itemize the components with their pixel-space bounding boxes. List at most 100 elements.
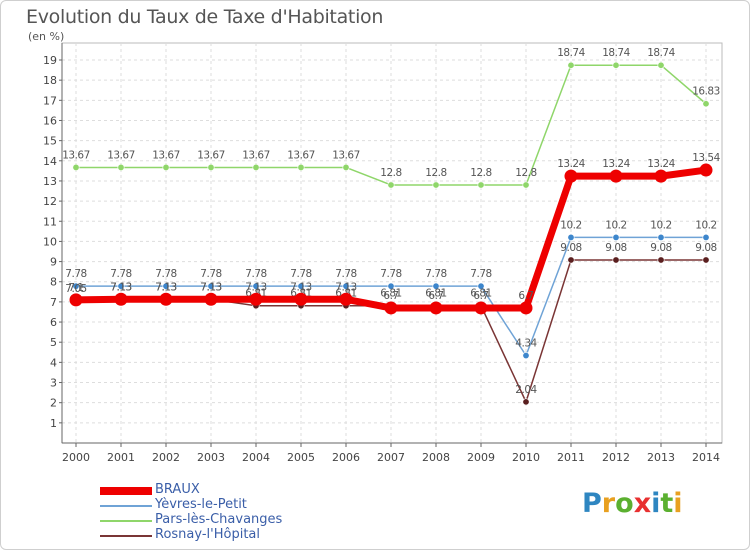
data-point	[387, 282, 395, 290]
data-label: 12.8	[380, 167, 401, 179]
data-label: 12.8	[425, 167, 446, 179]
data-label: 9.08	[605, 242, 626, 254]
data-label: 6.81	[425, 288, 446, 300]
series-yevres-le-petit: 7.78 7.78 7.78 7.78 7.78 7.78 7.78 7.78 7.78 7.78…	[65, 219, 717, 360]
logo-letter: o	[615, 488, 634, 519]
data-point	[162, 282, 170, 290]
y-tick-label: 4	[50, 356, 57, 369]
data-label: 10.2	[605, 219, 626, 231]
y-tick-label: 13	[43, 175, 57, 188]
legend-swatch	[100, 520, 152, 522]
legend-label: Yèvres-le-Petit	[155, 497, 247, 512]
data-label: 7.05	[65, 283, 86, 295]
y-tick-label: 15	[43, 135, 57, 148]
data-point	[474, 301, 488, 315]
data-point	[699, 163, 713, 177]
chart-title: Evolution du Taux de Taxe d'Habitation	[26, 6, 384, 28]
data-point	[654, 169, 668, 183]
data-point	[342, 163, 350, 171]
data-point	[657, 256, 665, 264]
x-tick-label: 2001	[107, 451, 135, 464]
y-tick-label: 16	[43, 114, 57, 127]
y-tick-label: 19	[43, 54, 57, 67]
data-label: 7.13	[110, 281, 131, 293]
data-label: 12.8	[470, 167, 491, 179]
data-label: 10.2	[650, 219, 671, 231]
y-tick-label: 10	[43, 235, 57, 248]
data-label: 7.13	[110, 281, 131, 293]
data-point	[159, 292, 173, 306]
data-label: 13.67	[332, 149, 360, 161]
y-tick-label: 14	[43, 155, 57, 168]
data-point	[207, 282, 215, 290]
series-braux: 7.1 7.13 7.13 7.13 7.13 7.13 7.13 6.7 6.7 6.7 6.7 1…	[68, 152, 721, 315]
data-label: 6.81	[380, 288, 401, 300]
data-label: 12.8	[515, 167, 536, 179]
data-point	[69, 293, 83, 307]
x-tick-label: 2012	[602, 451, 630, 464]
data-point	[612, 256, 620, 264]
data-label: 7.78	[245, 268, 266, 280]
data-point	[297, 282, 305, 290]
legend-swatch	[100, 535, 152, 537]
data-point	[294, 292, 308, 306]
data-point	[567, 256, 575, 264]
data-label: 7.78	[65, 268, 86, 280]
data-point	[657, 61, 665, 69]
legend-label: Rosnay-l'Hôpital	[155, 527, 260, 542]
x-tick-label: 2014	[692, 451, 720, 464]
legend-label: BRAUX	[155, 482, 200, 497]
x-tick-label: 2002	[152, 451, 180, 464]
y-tick-label: 5	[50, 336, 57, 349]
y-tick-label: 11	[43, 215, 57, 228]
data-label: 10.2	[560, 219, 581, 231]
x-tick-label: 2009	[467, 451, 495, 464]
data-point	[522, 181, 530, 189]
data-label: 18.74	[557, 47, 585, 59]
data-point	[477, 282, 485, 290]
logo-letter: x	[633, 488, 652, 519]
data-point	[387, 181, 395, 189]
data-label: 7.13	[155, 281, 176, 293]
data-point	[342, 282, 350, 290]
proxiti-logo: Proxiti	[582, 488, 683, 519]
y-tick-label: 12	[43, 195, 57, 208]
data-point	[429, 301, 443, 315]
logo-letter: r	[601, 488, 616, 519]
data-label: 9.08	[560, 242, 581, 254]
y-tick-label: 18	[43, 74, 57, 87]
data-label: 4.34	[515, 338, 537, 350]
data-label: 13.24	[602, 158, 630, 170]
data-label: 13.24	[557, 158, 585, 170]
data-point	[567, 61, 575, 69]
data-label: 18.74	[602, 47, 630, 59]
data-point	[612, 61, 620, 69]
data-label: 13.67	[287, 149, 315, 161]
data-label: 13.67	[197, 149, 225, 161]
data-point	[384, 301, 398, 315]
y-tick-label: 7	[50, 296, 57, 309]
data-label: 7.13	[200, 281, 221, 293]
x-tick-label: 2013	[647, 451, 675, 464]
legend-swatch	[100, 505, 152, 507]
data-label: 7.1	[68, 282, 83, 294]
y-tick-label: 2	[50, 397, 57, 410]
data-point	[432, 282, 440, 290]
data-label: 6.7	[428, 290, 443, 302]
logo-letter: P	[582, 488, 602, 519]
y-tick-label: 1	[50, 417, 57, 430]
data-point	[252, 163, 260, 171]
data-label: 7.78	[290, 268, 311, 280]
data-point	[702, 256, 710, 264]
data-label: 7.78	[470, 268, 491, 280]
data-point	[252, 282, 260, 290]
x-tick-label: 2005	[287, 451, 315, 464]
data-point	[162, 163, 170, 171]
data-point	[564, 169, 578, 183]
x-tick-label: 2008	[422, 451, 450, 464]
y-tick-label: 3	[50, 377, 57, 390]
data-label: 6.7	[383, 290, 398, 302]
data-label: 7.78	[380, 268, 401, 280]
y-tick-label: 8	[50, 276, 57, 289]
